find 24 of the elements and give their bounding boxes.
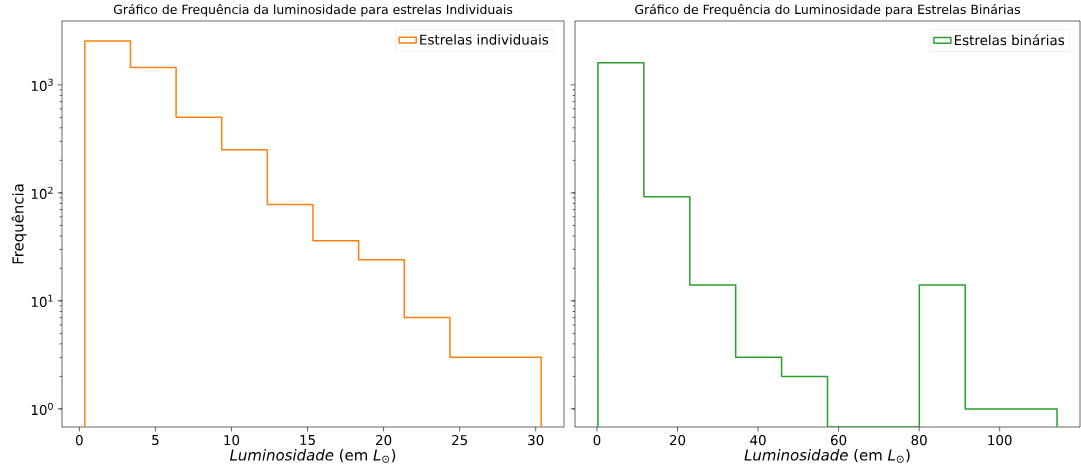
x-tick-label: 15: [300, 435, 315, 445]
x-tick-label: 10: [224, 435, 240, 446]
y-tick-label: 10$^{1}$: [31, 294, 53, 308]
legend-label: Estrelas binárias: [954, 34, 1065, 46]
x-tick-label: 20: [376, 435, 392, 446]
x-tick-label: 80: [911, 435, 927, 446]
x-tick-label: 20: [669, 435, 686, 446]
x-axis-title: Luminosidade (em L$_{⊙}$): [229, 449, 396, 463]
x-tick-label: 0: [593, 435, 601, 446]
x-tick-label: 100: [988, 435, 1012, 446]
x-tick-label: 5: [152, 435, 159, 445]
y-tick-label: 10$^{2}$: [31, 186, 53, 200]
legend-label: Estrelas individuais: [420, 34, 549, 45]
x-tick-label: 30: [528, 435, 544, 446]
x-tick-label: 25: [452, 435, 468, 446]
x-tick-label: 40: [750, 435, 766, 446]
y-tick-label: 10$^{0}$: [31, 402, 53, 416]
y-axis-title: Frequência: [11, 184, 27, 264]
x-tick-label: 60: [830, 435, 847, 446]
y-tick-label: 10$^{3}$: [31, 78, 53, 92]
chart-title: Gráfico de Frequência do Luminosidade para Estrelas Binárias: [635, 3, 1021, 17]
x-axis-title: Luminosidade (em L$_{⊙}$): [744, 449, 910, 463]
x-tick-label: 0: [75, 435, 83, 446]
chart-title: Gráfico de Frequência da luminosidade para estrelas Individuais: [113, 3, 513, 17]
